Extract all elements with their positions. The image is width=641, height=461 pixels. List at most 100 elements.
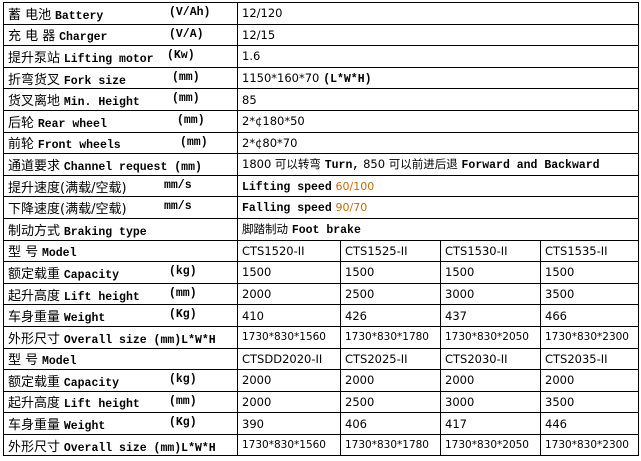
label-en: Front wheels	[37, 139, 121, 153]
label-zh: 货叉离地	[8, 94, 61, 110]
spec-row: 提升速度(满载/空载) mm/s Lifting speed 60/100	[3, 174, 640, 198]
label-en: Min. Height	[63, 96, 140, 110]
spec-value: 12/120	[236, 2, 640, 25]
value-text: 1800 可以转弯	[242, 157, 321, 172]
model-cell: 437	[440, 304, 541, 327]
model-cell: 446	[539, 412, 640, 435]
value-text: 1150*160*70	[242, 70, 320, 85]
model-cell: CTSDD2020-II	[237, 347, 341, 371]
spec-row: 充 电 器 Charger (V/A) 12/15	[3, 23, 640, 47]
label-unit: (mm)	[172, 70, 200, 84]
model-cell: CTS1535-II	[539, 239, 640, 263]
label-en: Rear wheel	[37, 117, 107, 131]
model-row: 型 号 Model CTSDD2020-II CTS2025-II CTS2030-I…	[3, 347, 640, 371]
spec-row: 下降速度(满载/空载) mm/s Falling speed 90/70	[3, 196, 640, 219]
row-label: 后轮 Rear wheel (mm)	[3, 109, 238, 133]
spec-value: 1800 可以转弯 Turn, 850 可以前进后退 Forward and B…	[236, 153, 640, 176]
model-cell: 1500	[237, 261, 341, 284]
row-label: 通道要求 Channel request (mm)	[3, 153, 238, 176]
value-text-2: 850 可以前进后退	[363, 157, 458, 172]
model-cell: 3500	[539, 390, 640, 414]
model-cell: 2000	[237, 390, 341, 414]
value-en: Falling speed	[242, 202, 332, 216]
spec-value: Falling speed 90/70	[236, 196, 640, 219]
label-en: Model	[41, 247, 77, 261]
label-zh: 车身重量	[8, 310, 61, 326]
model-cell: 1500	[539, 261, 640, 284]
label-zh: 前轮	[8, 137, 35, 153]
label-zh: 起升高度	[8, 288, 61, 304]
row-label: 前轮 Front wheels (mm)	[3, 131, 238, 155]
model-cell: 2000	[539, 369, 640, 392]
label-unit: (Kg)	[169, 308, 197, 322]
spec-row: 货叉离地 Min. Height (mm) 85	[3, 88, 640, 111]
label-en: Fork size	[63, 74, 126, 88]
model-cell: 1730*830*2300	[539, 433, 640, 457]
label-zh: 起升高度	[8, 396, 61, 412]
value-en: Foot brake	[291, 224, 361, 238]
model-cell: 1730*830*2300	[539, 325, 640, 349]
model-row: 外形尺寸 Overall size (mm)L*W*H 1730*830*1560…	[3, 325, 640, 349]
spec-row: 制动方式 Braking type 脚踏制动 Foot brake	[3, 217, 640, 241]
label-unit: mm/s	[164, 178, 192, 192]
row-label: 外形尺寸 Overall size (mm)L*W*H	[3, 325, 238, 349]
value-en: Lifting speed	[242, 180, 332, 194]
model-cell: 3000	[440, 390, 541, 414]
row-label: 充 电 器 Charger (V/A)	[3, 23, 238, 47]
speed-value: 90/70	[335, 201, 368, 215]
label-zh: 型 号	[8, 245, 39, 261]
model-cell: 466	[539, 304, 640, 327]
row-label: 货叉离地 Min. Height (mm)	[3, 88, 238, 111]
label-zh: 通道要求	[8, 158, 61, 174]
label-zh: 额定载重	[8, 374, 61, 390]
model-cell: 426	[340, 304, 441, 327]
label-en: Lift height	[63, 398, 140, 412]
model-cell: CTS2030-II	[440, 347, 541, 371]
row-label: 车身重量 Weight (Kg)	[3, 412, 238, 435]
model-row: 外形尺寸 Overall size (mm)L*W*H 1730*830*1560…	[3, 433, 640, 457]
value-text: 脚踏制动	[242, 222, 288, 237]
row-label: 型 号 Model	[3, 347, 238, 371]
model-row: 起升高度 Lift height (mm) 2000 2500 3000 3500	[3, 282, 640, 306]
value-text: 1.6	[242, 49, 261, 64]
row-label: 起升高度 Lift height (mm)	[3, 390, 238, 414]
label-unit: (V/A)	[169, 27, 204, 41]
spec-row: 通道要求 Channel request (mm) 1800 可以转弯 Turn,…	[3, 153, 640, 176]
spec-value: 12/15	[236, 23, 640, 47]
label-en: Channel request (mm)	[63, 160, 202, 174]
label-zh: 提升泵站	[8, 50, 61, 66]
model-row: 车身重量 Weight (Kg) 410 426 437 466	[3, 304, 640, 327]
row-label: 型 号 Model	[3, 239, 238, 263]
row-label: 折弯货叉 Fork size (mm)	[3, 66, 238, 90]
label-unit: (mm)	[172, 92, 200, 106]
label-zh: 下降速度(满载/空载)	[8, 202, 127, 218]
label-unit: (kg)	[169, 373, 197, 387]
model-row: 额定载重 Capacity (kg) 1500 1500 1500 1500	[3, 261, 640, 284]
spec-value: 2*¢180*50	[236, 109, 640, 133]
spec-row: 提升泵站 Lifting motor (Kw) 1.6	[3, 45, 640, 68]
label-en: Overall size (mm)L*W*H	[63, 441, 216, 455]
model-cell: 1730*830*1780	[340, 325, 441, 349]
model-cell: 2000	[440, 369, 541, 392]
spec-row: 前轮 Front wheels (mm) 2*¢80*70	[3, 131, 640, 155]
value-en: Turn,	[324, 159, 360, 173]
label-en: Capacity	[63, 268, 120, 282]
label-en: Weight	[63, 420, 106, 434]
label-zh: 额定载重	[8, 266, 61, 282]
row-label: 提升泵站 Lifting motor (Kw)	[3, 45, 238, 68]
label-en: Braking type	[63, 225, 147, 239]
model-cell: 406	[340, 412, 441, 435]
model-cell: 2000	[237, 282, 341, 306]
model-cell: 3000	[440, 282, 541, 306]
model-cell: 2000	[340, 369, 441, 392]
label-en: Lift height	[63, 290, 140, 304]
spec-value: 1.6	[236, 45, 640, 68]
model-cell: CTS2025-II	[340, 347, 441, 371]
value-text: 12/120	[242, 6, 283, 21]
model-cell: 1730*830*1560	[237, 433, 341, 457]
label-zh: 后轮	[8, 115, 35, 131]
model-cell: 2500	[340, 390, 441, 414]
label-zh: 车身重量	[8, 418, 61, 434]
spec-row: 折弯货叉 Fork size (mm) 1150*160*70 (L*W*H)	[3, 66, 640, 90]
speed-value: 60/100	[335, 179, 375, 193]
